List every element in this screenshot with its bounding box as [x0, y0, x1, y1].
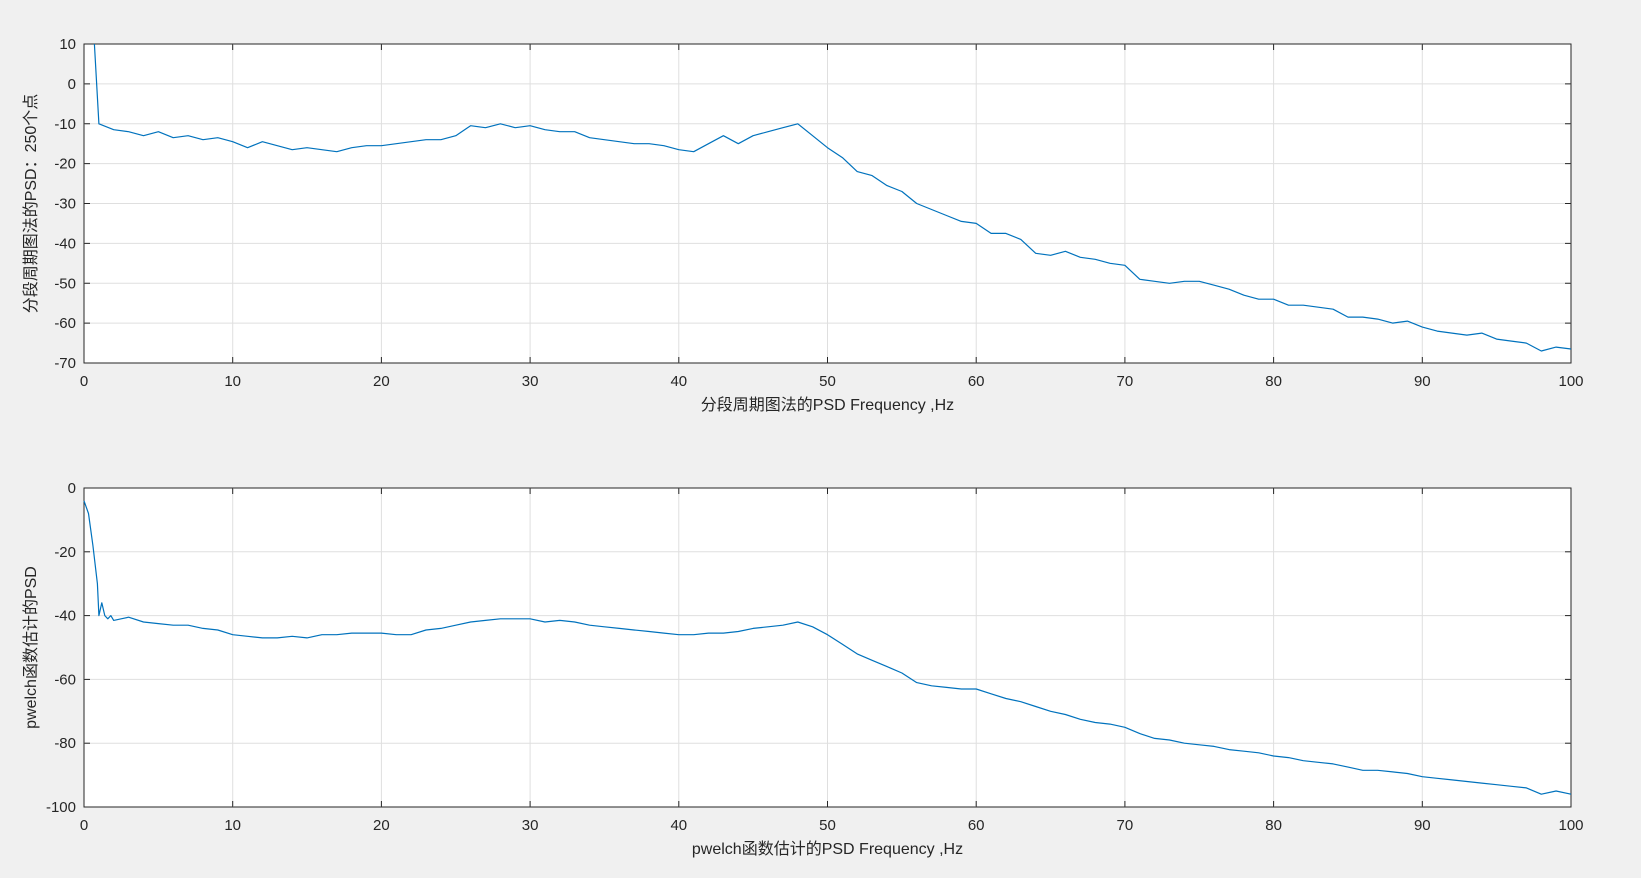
bottom-x-tick-label: 40 — [670, 817, 687, 834]
top-y-tick-label: 10 — [59, 36, 76, 53]
top-psd-series-line — [93, 43, 1572, 352]
top-x-tick-label: 60 — [968, 373, 985, 390]
top-x-tick-label: 80 — [1265, 373, 1282, 390]
top-y-axis-label: 分段周期图法的PSD：250个点 — [22, 94, 40, 314]
bottom-y-tick-label: -100 — [46, 799, 76, 816]
top-ticks: 0 10 20 30 40 50 60 70 80 90 100100-10-20-30-40-50… — [54, 36, 1583, 390]
bottom-y-tick-label: 0 — [68, 480, 76, 497]
bottom-x-tick-label: 90 — [1414, 817, 1431, 834]
bottom-x-tick-label: 10 — [224, 817, 241, 834]
top-x-tick-label: 20 — [373, 373, 390, 390]
bottom-y-tick-label: -80 — [54, 735, 76, 752]
bottom-x-tick-label: 70 — [1117, 817, 1134, 834]
bottom-y-tick-label: -40 — [54, 608, 76, 625]
bottom-x-tick-label: 20 — [373, 817, 390, 834]
bottom-x-tick-label: 60 — [968, 817, 985, 834]
top-x-axis-label: 分段周期图法的PSD Frequency ,Hz — [701, 396, 954, 414]
top-y-tick-label: -50 — [54, 275, 76, 292]
top-x-tick-label: 90 — [1414, 373, 1431, 390]
bottom-y-tick-label: -20 — [54, 544, 76, 561]
top-grid — [84, 44, 1571, 363]
top-x-tick-label: 100 — [1558, 373, 1583, 390]
bottom-x-tick-label: 80 — [1265, 817, 1282, 834]
bottom-x-tick-label: 50 — [819, 817, 836, 834]
bottom-x-tick-label: 100 — [1558, 817, 1583, 834]
bottom-x-tick-label: 30 — [522, 817, 539, 834]
top-y-tick-label: -10 — [54, 116, 76, 133]
top-x-tick-label: 10 — [224, 373, 241, 390]
bottom-psd-series-line — [83, 500, 1572, 795]
top-y-tick-label: -70 — [54, 355, 76, 372]
top-x-tick-label: 50 — [819, 373, 836, 390]
bottom-x-tick-label: 0 — [80, 817, 88, 834]
bottom-y-tick-label: -60 — [54, 671, 76, 688]
bottom-axes: 0 10 20 30 40 50 60 70 80 90 1000-20-40-60-80-100 … — [22, 480, 1584, 858]
top-y-tick-label: -60 — [54, 315, 76, 332]
top-y-tick-label: 0 — [68, 76, 76, 93]
top-y-tick-label: -20 — [54, 156, 76, 173]
bottom-y-axis-label: pwelch函数估计的PSD — [22, 566, 40, 729]
top-x-tick-label: 70 — [1117, 373, 1134, 390]
top-axes: 0 10 20 30 40 50 60 70 80 90 100100-10-20-30-40-50… — [22, 36, 1584, 414]
top-x-tick-label: 0 — [80, 373, 88, 390]
bottom-x-axis-label: pwelch函数估计的PSD Frequency ,Hz — [692, 840, 963, 858]
top-y-tick-label: -40 — [54, 235, 76, 252]
top-x-tick-label: 30 — [522, 373, 539, 390]
bottom-grid — [84, 488, 1571, 807]
bottom-ticks: 0 10 20 30 40 50 60 70 80 90 100 0 -20 -40 -60 -80 -100 — [46, 480, 1584, 834]
top-x-tick-label: 40 — [670, 373, 687, 390]
top-y-tick-label: -30 — [54, 196, 76, 213]
